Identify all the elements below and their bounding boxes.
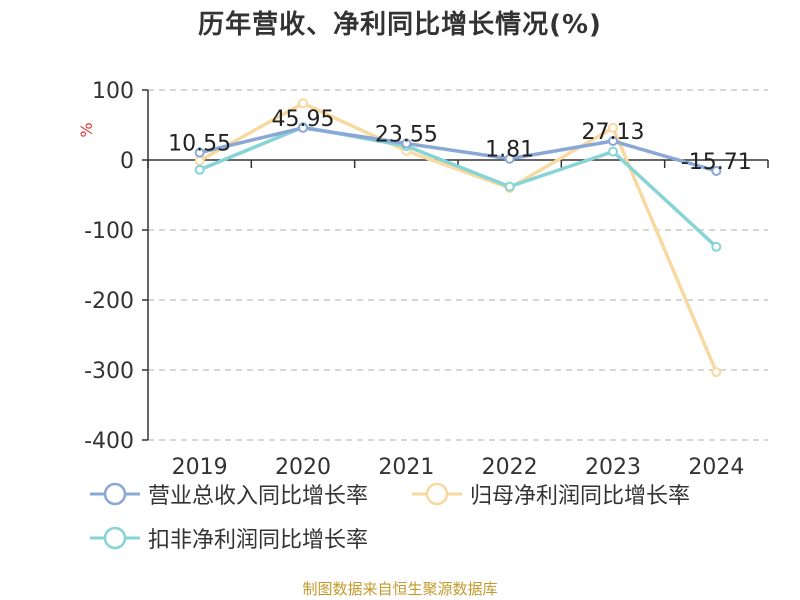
y-tick-label: 100 [92,79,134,104]
data-point-0 [711,165,722,176]
data-point-0 [401,138,412,149]
data-label: 45.95 [272,107,335,132]
data-label: -15.71 [681,150,752,175]
data-point-1 [711,367,722,378]
legend-marker-revenue [90,482,140,506]
y-tick-label: -300 [84,359,134,384]
legend-label-net-profit: 归母净利润同比增长率 [470,484,691,509]
data-point-1 [298,98,308,109]
x-tick-label: 2023 [585,455,641,480]
series-line-2 [198,125,718,249]
data-label: 10.55 [168,132,231,157]
series-line-0 [199,126,717,173]
chart-title: 历年营收、净利同比增长情况(%) [198,10,602,40]
data-point-0 [194,147,205,158]
data-point-2 [504,181,515,192]
y-tick-label: -100 [84,219,134,244]
x-tick-label: 2020 [275,455,331,480]
data-source-note: 制图数据来自恒生聚源数据库 [302,580,498,598]
legend-marker-deducted-profit [90,526,140,550]
data-label: 27.13 [582,120,645,145]
legend-marker-net-profit [412,482,462,506]
data-point-0 [298,122,308,133]
data-point-1 [608,122,618,133]
y-tick-label: 0 [120,149,134,174]
data-label: 1.81 [485,138,534,163]
data-point-2 [608,146,618,157]
data-point-0 [504,153,515,164]
x-tick-label: 2022 [482,455,538,480]
legend-item-revenue[interactable]: 营业总收入同比增长率 [88,474,368,514]
y-axis-label: % [77,122,96,137]
y-tick-label: -400 [84,429,134,454]
data-point-0 [608,136,618,147]
legend-label-revenue: 营业总收入同比增长率 [148,484,369,509]
x-tick-label: 2019 [172,455,228,480]
x-tick-label: 2024 [688,455,744,480]
data-point-2 [711,241,722,252]
data-label: 23.55 [375,123,438,148]
legend-label-deducted-profit: 扣非净利润同比增长率 [148,528,369,553]
data-point-2 [194,164,205,175]
y-tick-label: -200 [84,289,134,314]
line-chart: 100 0 -100 -200 -300 -400% 2019 2020 2021 2022 202… [77,79,769,480]
x-tick-label: 2021 [378,455,434,480]
legend-item-net-profit[interactable]: 归母净利润同比增长率 [410,474,690,514]
legend-item-deducted-profit[interactable]: 扣非净利润同比增长率 [88,518,368,558]
data-point-1 [194,155,205,166]
